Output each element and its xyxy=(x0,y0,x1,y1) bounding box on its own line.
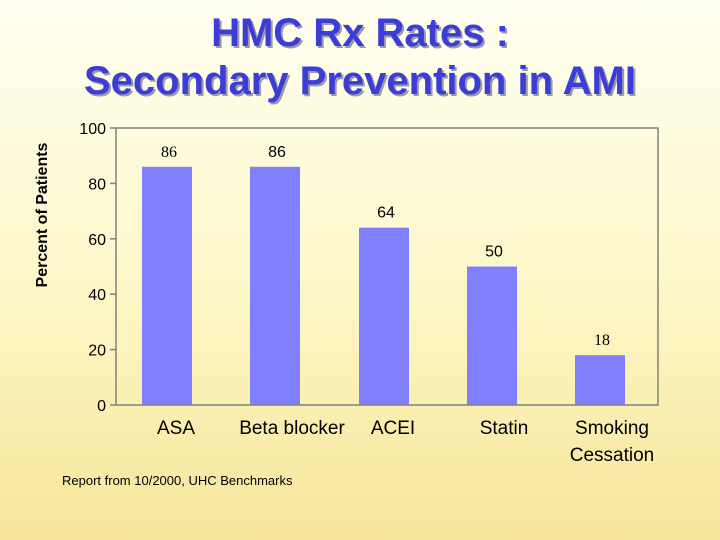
chart-title-line-1: HMC Rx Rates : xyxy=(211,11,509,55)
source-footnote: Report from 10/2000, UHC Benchmarks xyxy=(62,473,293,488)
data-label: 50 xyxy=(485,244,503,261)
bar xyxy=(467,266,517,405)
x-category-label: ACEI xyxy=(371,418,415,439)
axes xyxy=(110,127,659,406)
data-label: 86 xyxy=(161,144,177,161)
x-category-label: Smoking xyxy=(575,418,649,439)
y-tick-label: 60 xyxy=(88,232,106,249)
y-tick-label: 20 xyxy=(88,343,106,360)
x-category-label: Statin xyxy=(480,418,529,439)
y-tick-label: 80 xyxy=(88,176,106,193)
labels: 0 20 40 60 80 100 86 ASA 86 Beta blocker 64 ACEI 50 S… xyxy=(79,121,654,466)
data-label: 86 xyxy=(268,144,286,161)
data-label: 18 xyxy=(594,332,610,349)
x-category-label: Beta blocker xyxy=(239,418,345,439)
x-category-label: Cessation xyxy=(570,445,655,466)
bars xyxy=(142,166,625,405)
y-tick-label: 100 xyxy=(79,121,106,138)
bar xyxy=(142,166,192,405)
y-tick-label: 40 xyxy=(88,287,106,304)
chart-title-line-2: Secondary Prevention in AMI xyxy=(84,59,636,103)
data-label: 64 xyxy=(377,205,395,222)
bar xyxy=(250,166,300,405)
y-axis-label: Percent of Patients xyxy=(34,142,51,287)
plot-frame xyxy=(115,127,659,406)
y-tick-label: 0 xyxy=(97,398,106,415)
bar xyxy=(575,355,625,405)
bar xyxy=(359,227,409,405)
x-category-label: ASA xyxy=(157,418,195,439)
